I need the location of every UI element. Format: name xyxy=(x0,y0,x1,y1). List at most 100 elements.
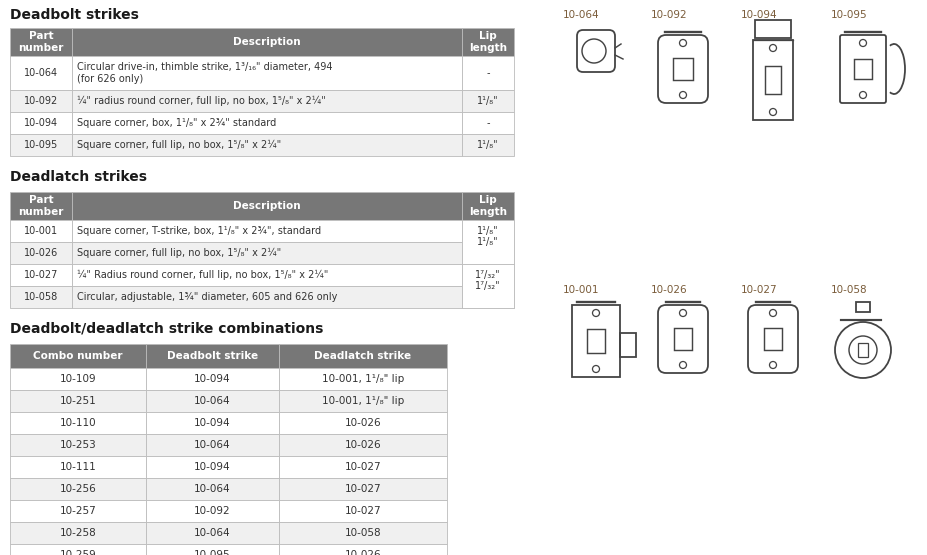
Text: 10-026: 10-026 xyxy=(651,285,687,295)
Text: Description: Description xyxy=(233,37,300,47)
Bar xyxy=(462,264,514,308)
Bar xyxy=(146,344,279,368)
Bar xyxy=(10,220,72,242)
Bar xyxy=(571,305,619,377)
Text: 10-094: 10-094 xyxy=(24,118,58,128)
Text: 10-064: 10-064 xyxy=(194,484,231,494)
Text: Deadbolt strike: Deadbolt strike xyxy=(167,351,258,361)
Text: Circular, adjustable, 1¾" diameter, 605 and 626 only: Circular, adjustable, 1¾" diameter, 605 … xyxy=(77,292,337,302)
Bar xyxy=(462,264,514,286)
Text: 10-092: 10-092 xyxy=(194,506,231,516)
Bar xyxy=(72,28,462,56)
Text: 10-064: 10-064 xyxy=(194,396,231,406)
Text: 10-026: 10-026 xyxy=(344,550,381,555)
Bar xyxy=(752,40,793,120)
Bar xyxy=(10,242,72,264)
Bar xyxy=(619,333,635,357)
Text: 1¹/₈": 1¹/₈" xyxy=(476,140,499,150)
Text: 10-251: 10-251 xyxy=(59,396,96,406)
Text: Circular drive-in, thimble strike, 1³/₁₆" diameter, 494
(for 626 only): Circular drive-in, thimble strike, 1³/₁₆… xyxy=(77,62,332,84)
Bar xyxy=(10,56,72,90)
Bar xyxy=(10,264,72,286)
Bar xyxy=(763,328,781,350)
Bar xyxy=(755,20,790,38)
Text: 10-095: 10-095 xyxy=(194,550,231,555)
Text: -: - xyxy=(486,118,489,128)
Bar xyxy=(10,478,146,500)
Text: Deadlatch strike: Deadlatch strike xyxy=(314,351,411,361)
Text: Deadlatch strikes: Deadlatch strikes xyxy=(10,170,146,184)
Bar xyxy=(853,59,871,79)
Bar xyxy=(279,522,447,544)
Bar xyxy=(10,344,146,368)
Text: 10-109: 10-109 xyxy=(59,374,96,384)
Bar xyxy=(279,500,447,522)
Bar xyxy=(72,56,462,90)
Text: 10-111: 10-111 xyxy=(59,462,96,472)
Text: Part
number: Part number xyxy=(19,195,64,217)
Text: 10-094: 10-094 xyxy=(194,418,231,428)
Text: Lip
length: Lip length xyxy=(468,195,506,217)
Text: 10-095: 10-095 xyxy=(830,10,867,20)
Text: 10-027: 10-027 xyxy=(344,462,381,472)
Bar xyxy=(279,344,447,368)
Text: 10-259: 10-259 xyxy=(59,550,96,555)
Bar xyxy=(462,192,514,220)
Bar xyxy=(146,368,279,390)
Bar xyxy=(146,544,279,555)
Bar xyxy=(146,500,279,522)
Bar xyxy=(462,90,514,112)
Text: 10-092: 10-092 xyxy=(24,96,58,106)
Text: 10-027: 10-027 xyxy=(24,270,58,280)
Text: 10-092: 10-092 xyxy=(651,10,687,20)
Text: Square corner, T-strike, box, 1¹/₈" x 2¾", standard: Square corner, T-strike, box, 1¹/₈" x 2¾… xyxy=(77,226,321,236)
Bar xyxy=(10,134,72,156)
Bar xyxy=(72,264,462,286)
Bar xyxy=(146,522,279,544)
Bar xyxy=(146,390,279,412)
Bar xyxy=(672,58,692,80)
Text: 10-110: 10-110 xyxy=(59,418,96,428)
Text: Square corner, box, 1¹/₈" x 2¾" standard: Square corner, box, 1¹/₈" x 2¾" standard xyxy=(77,118,276,128)
Text: 10-026: 10-026 xyxy=(344,418,381,428)
Bar xyxy=(279,456,447,478)
Bar xyxy=(462,28,514,56)
Text: 10-064: 10-064 xyxy=(24,68,58,78)
Bar xyxy=(72,286,462,308)
Bar xyxy=(10,192,72,220)
Bar xyxy=(72,112,462,134)
Text: 10-026: 10-026 xyxy=(24,248,58,258)
Text: 10-094: 10-094 xyxy=(194,374,231,384)
Bar xyxy=(462,112,514,134)
Text: -: - xyxy=(486,68,489,78)
Bar xyxy=(279,434,447,456)
Text: Square corner, full lip, no box, 1⁵/₈" x 2¼": Square corner, full lip, no box, 1⁵/₈" x… xyxy=(77,140,281,150)
Text: 10-001: 10-001 xyxy=(563,285,599,295)
Text: 10-027: 10-027 xyxy=(344,484,381,494)
Text: 1⁷/₃₂": 1⁷/₃₂" xyxy=(475,270,501,280)
Bar xyxy=(10,390,146,412)
Text: 1⁷/₃₂": 1⁷/₃₂" xyxy=(475,281,501,291)
Text: 10-094: 10-094 xyxy=(740,10,777,20)
Bar xyxy=(10,522,146,544)
Text: 10-064: 10-064 xyxy=(194,440,231,450)
Text: 10-058: 10-058 xyxy=(830,285,867,295)
Text: 10-001, 1¹/₈" lip: 10-001, 1¹/₈" lip xyxy=(322,374,403,384)
Bar xyxy=(10,28,72,56)
Bar xyxy=(72,220,462,242)
Bar xyxy=(146,478,279,500)
Text: 10-001, 1¹/₈" lip: 10-001, 1¹/₈" lip xyxy=(322,396,403,406)
Text: 10-058: 10-058 xyxy=(344,528,381,538)
Bar xyxy=(279,544,447,555)
Bar xyxy=(10,500,146,522)
Bar xyxy=(279,390,447,412)
Bar xyxy=(10,368,146,390)
Text: 1¹/₈": 1¹/₈" xyxy=(476,237,499,247)
Text: 10-095: 10-095 xyxy=(24,140,58,150)
Text: 10-256: 10-256 xyxy=(59,484,96,494)
Text: 10-258: 10-258 xyxy=(59,528,96,538)
Bar xyxy=(462,242,514,264)
Bar xyxy=(10,90,72,112)
Bar xyxy=(10,412,146,434)
Text: Deadbolt/deadlatch strike combinations: Deadbolt/deadlatch strike combinations xyxy=(10,322,323,336)
